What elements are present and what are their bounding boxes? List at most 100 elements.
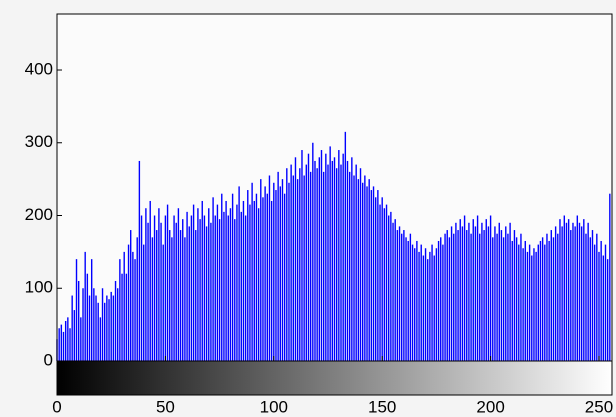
bar (319, 157, 320, 361)
bar (197, 208, 198, 361)
bar (117, 288, 118, 361)
bar (126, 274, 127, 361)
bar (440, 237, 441, 361)
bar (61, 325, 62, 361)
bar (312, 143, 313, 361)
bar (206, 226, 207, 361)
bar (76, 259, 77, 361)
bar (228, 216, 229, 361)
bar (208, 208, 209, 361)
bar (119, 259, 120, 361)
x-tick-label: 150 (368, 397, 396, 416)
bar (215, 216, 216, 361)
bar (375, 197, 376, 361)
bar (371, 190, 372, 361)
bar (429, 252, 430, 361)
bar (529, 245, 530, 361)
bar (210, 223, 211, 361)
bar (384, 208, 385, 361)
bar (217, 205, 218, 361)
bar (173, 216, 174, 361)
bar (531, 256, 532, 361)
bar (180, 230, 181, 361)
bar (572, 223, 573, 361)
bar (234, 219, 235, 361)
bar (540, 241, 541, 361)
bar (399, 226, 400, 361)
bar (323, 172, 324, 361)
bar (104, 303, 105, 361)
chart: 0100200300400050100150200250 (0, 0, 616, 417)
bar (455, 223, 456, 361)
bar (334, 157, 335, 361)
bar (368, 179, 369, 361)
bar (147, 223, 148, 361)
bar (219, 219, 220, 361)
bar (403, 230, 404, 361)
bar (418, 252, 419, 361)
bar (137, 237, 138, 361)
bar (78, 281, 79, 361)
bar (232, 194, 233, 361)
bar (527, 252, 528, 361)
bar (583, 219, 584, 361)
bar (548, 241, 549, 361)
bar (336, 168, 337, 361)
bar (275, 190, 276, 361)
bar (124, 252, 125, 361)
bar (410, 234, 411, 361)
bar (65, 321, 66, 361)
bar (388, 216, 389, 361)
bar (594, 245, 595, 361)
bar (249, 205, 250, 361)
bar (306, 165, 307, 361)
bar (561, 226, 562, 361)
bar (230, 208, 231, 361)
bar (494, 226, 495, 361)
bar (466, 230, 467, 361)
bar (150, 201, 151, 361)
bar (360, 168, 361, 361)
bar (401, 234, 402, 361)
bar (505, 226, 506, 361)
bar (342, 154, 343, 361)
bar (189, 226, 190, 361)
bar (462, 226, 463, 361)
bar (191, 216, 192, 361)
bar (286, 168, 287, 361)
bar (390, 212, 391, 361)
bar (514, 230, 515, 361)
bar (195, 230, 196, 361)
bar (605, 245, 606, 361)
bar (381, 197, 382, 361)
bar (438, 241, 439, 361)
bar (395, 219, 396, 361)
bar (295, 157, 296, 361)
bar (364, 175, 365, 361)
bar (600, 241, 601, 361)
bar (425, 248, 426, 361)
bar (106, 296, 107, 361)
bar (453, 234, 454, 361)
bar (555, 226, 556, 361)
bar (204, 216, 205, 361)
bar (314, 161, 315, 361)
bar (82, 288, 83, 361)
bar (84, 252, 85, 361)
bar (71, 296, 72, 361)
bar (152, 237, 153, 361)
x-tick-label: 100 (260, 397, 288, 416)
bar (316, 168, 317, 361)
bar (130, 230, 131, 361)
bar (303, 175, 304, 361)
bar (293, 175, 294, 361)
bar (251, 183, 252, 361)
bar (273, 183, 274, 361)
bar (414, 248, 415, 361)
bar (412, 245, 413, 361)
gray-colorbar (57, 361, 612, 395)
bar (451, 226, 452, 361)
bar (362, 183, 363, 361)
bar (325, 154, 326, 361)
bar (358, 179, 359, 361)
